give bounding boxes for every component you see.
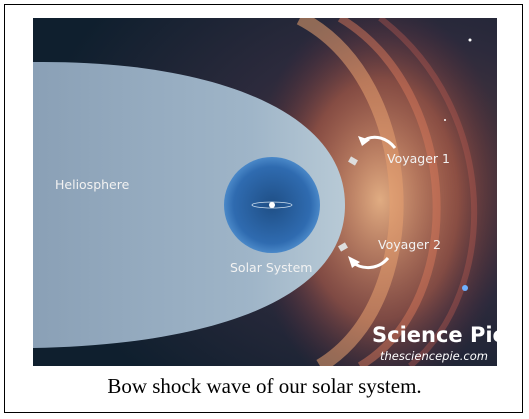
figure-frame xyxy=(4,4,523,413)
logo-url: thesciencepie.com xyxy=(380,349,488,363)
illustration xyxy=(33,18,497,366)
label-voyager1: Voyager 1 xyxy=(387,151,450,166)
label-solar-system: Solar System xyxy=(230,260,312,275)
label-voyager2: Voyager 2 xyxy=(378,237,441,252)
caption: Bow shock wave of our solar system. xyxy=(107,374,422,398)
logo-name: Science Pie xyxy=(372,323,507,347)
label-heliosphere: Heliosphere xyxy=(55,177,130,192)
